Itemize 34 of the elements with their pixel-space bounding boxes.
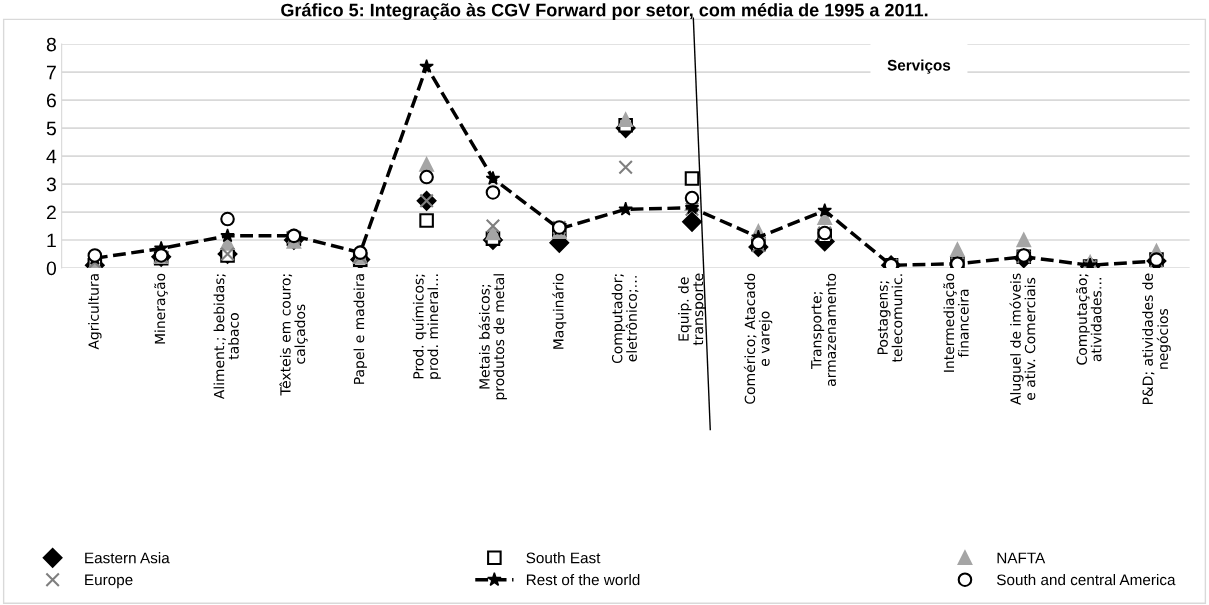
x-tick-label: Mineração	[154, 273, 168, 344]
y-tick-label: 3	[46, 177, 56, 192]
y-tick-label: 5	[46, 121, 56, 136]
legend-label: NAFTA	[997, 552, 1046, 564]
y-tick-label: 7	[46, 65, 56, 80]
x-tick-label: Postagens; telecomunic.	[877, 274, 903, 363]
x-tick-label: Computação; atividades…	[1076, 274, 1102, 365]
y-tick-label: 2	[46, 205, 56, 220]
y-tick-label: 1	[47, 233, 56, 248]
legend-label: South and central America	[996, 573, 1176, 586]
x-tick-label: Têxteis em couro; calçados	[279, 274, 308, 396]
legend-label: Europe	[85, 574, 133, 589]
y-tick-label: 4	[46, 149, 57, 164]
annotation: Serviços	[887, 59, 951, 74]
x-tick-label: P&D; atividades de negócios	[1142, 273, 1171, 405]
x-tick-label: Comérico; Atacado e varejo	[743, 273, 773, 404]
chart-title: Gráfico 5: Integração às CGV Forward por setor, com média de 1995 a 2011.	[281, 3, 928, 21]
x-tick-label: Computador; eletrônico;…	[611, 274, 639, 364]
x-tick-label: Equip. de transporte	[678, 273, 706, 346]
x-tick-label: Transporte; armazenamento	[811, 273, 836, 387]
legend-label: Eastern Asia	[85, 552, 170, 564]
x-tick-label: Metais básicos; produtos de metal	[478, 274, 507, 400]
x-tick-label: Prod. químicos; prod. mineral…	[412, 274, 441, 379]
x-tick-label: Maquinário	[552, 273, 567, 349]
legend-label: South East	[526, 552, 601, 564]
y-tick-label: 0	[46, 261, 57, 276]
x-tick-label: Agricultura	[88, 274, 102, 350]
x-tick-label: Papel e madeira	[353, 274, 367, 384]
x-tick-label: Aliment.; bebidas; tabaco	[213, 274, 239, 400]
x-tick-label: Aluguel de imóveis e ativ. Comerciais	[1009, 273, 1036, 405]
legend-label: Rest of the world	[526, 573, 640, 586]
y-tick-label: 6	[46, 93, 56, 108]
y-tick-label: 8	[46, 37, 56, 52]
x-tick-label: Intermediação financeira	[943, 273, 969, 372]
